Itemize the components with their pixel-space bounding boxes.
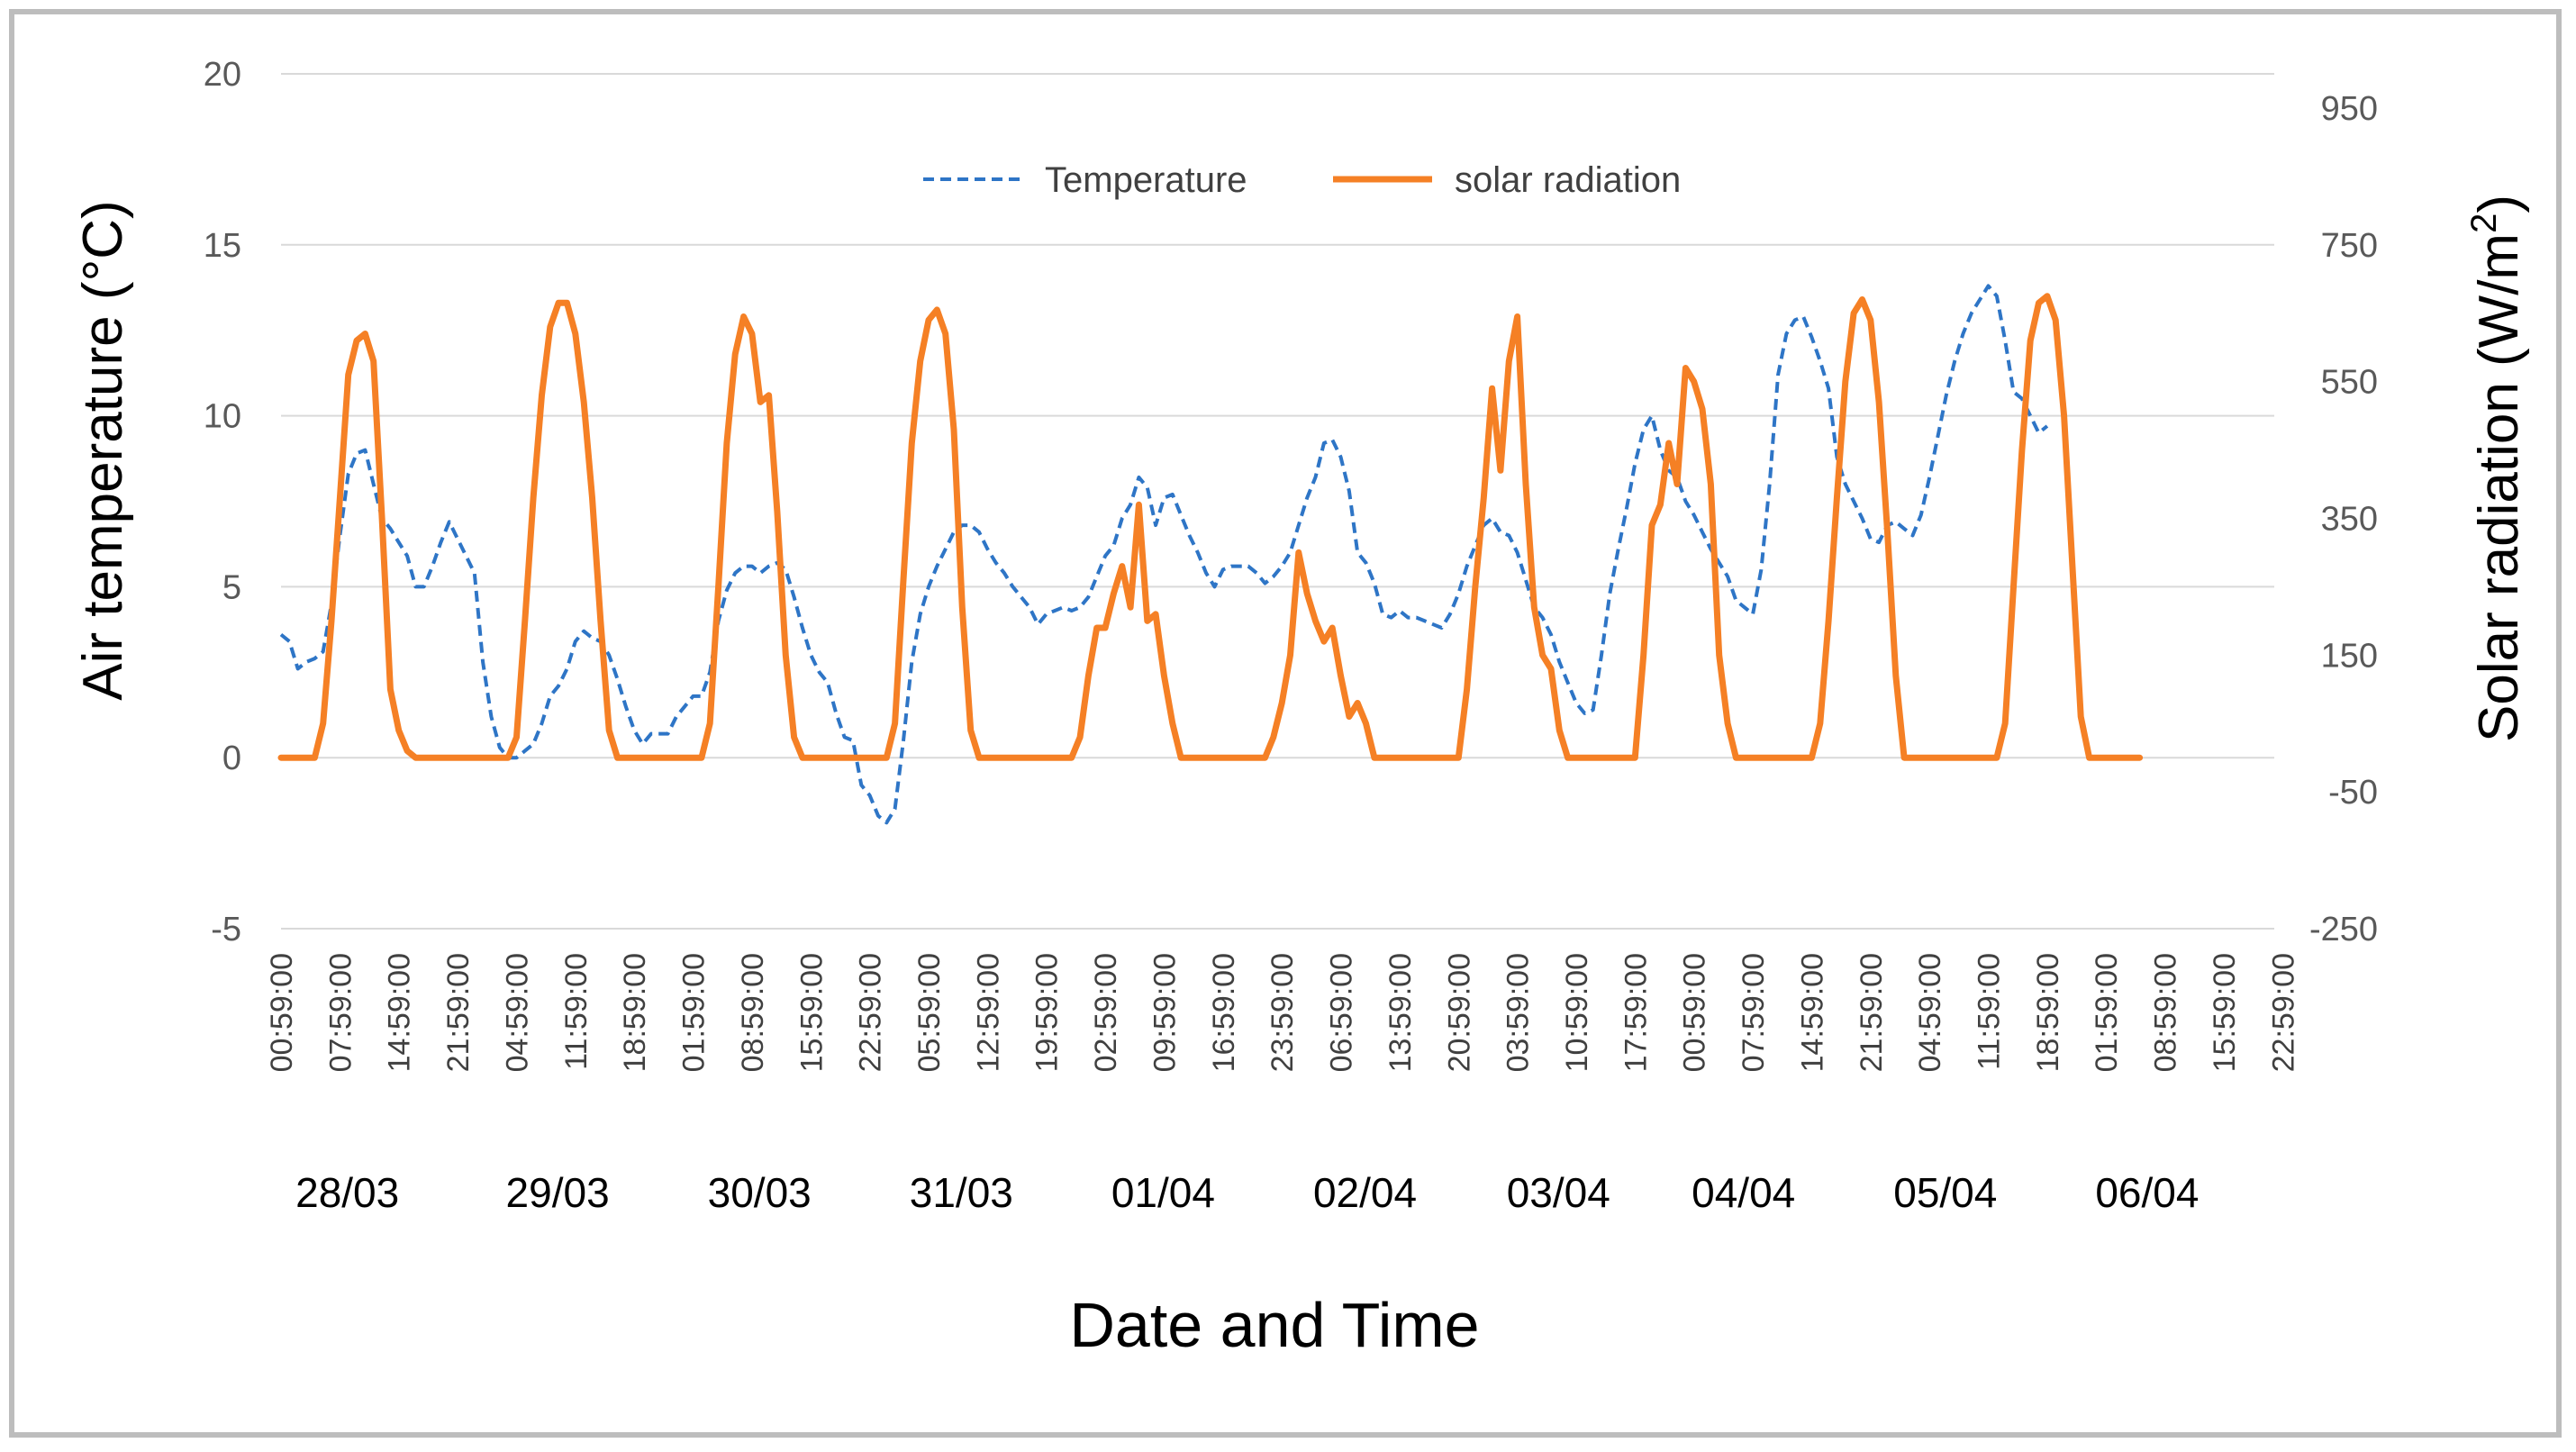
x-tick-label: 23:59:00 [1265,953,1300,1072]
y-right-tick-label: 550 [2321,364,2378,402]
gridlines [281,73,2274,930]
x-tick-label: 00:59:00 [265,953,299,1072]
x-axis-title: Date and Time [1069,1290,1479,1360]
x-tick-label: 13:59:00 [1383,953,1418,1072]
date-labels: 28/03 29/03 30/03 31/03 01/04 02/04 03/04 04/04… [295,1169,2199,1216]
x-tick-label: 07:59:00 [1737,953,1771,1072]
x-tick-label: 08:59:00 [2149,953,2183,1072]
y-left-tick-label: 20 [204,56,241,94]
x-tick-label: 22:59:00 [854,953,888,1072]
date-label: 30/03 [708,1169,812,1216]
legend-solar-label: solar radiation [1455,160,1681,200]
legend: Temperature solar radiation [923,160,1681,200]
y-axis-left-title: Air temperature (°C) [72,200,134,700]
x-tick-label: 14:59:00 [383,953,417,1072]
x-tick-label: 11:59:00 [559,953,594,1070]
legend-temperature-label: Temperature [1045,160,1247,200]
x-tick-label: 17:59:00 [1619,953,1653,1072]
right-axis-ticks: -250 -50 150 350 550 750 950 [2309,90,2378,948]
y-left-tick-label: -5 [211,911,241,948]
y-right-tick-label: 150 [2321,637,2378,675]
x-tick-label: 18:59:00 [2031,953,2065,1072]
x-axis-tick-labels: 00:59:00 07:59:00 14:59:00 21:59:00 04:59:00… [265,953,2300,1072]
x-tick-label: 22:59:00 [2266,953,2300,1072]
x-tick-label: 15:59:00 [794,953,829,1072]
date-label: 05/04 [1893,1169,1997,1216]
y-left-tick-label: 15 [204,227,241,265]
series-layer [277,284,2144,825]
date-label: 31/03 [910,1169,1013,1216]
x-tick-label: 08:59:00 [736,953,770,1072]
y-right-tick-label: 350 [2321,500,2378,538]
x-tick-label: 05:59:00 [912,953,947,1072]
date-label: 03/04 [1507,1169,1610,1216]
series-line-solar-radiation [277,293,2144,761]
x-tick-label: 14:59:00 [1795,953,1829,1072]
date-label: 02/04 [1313,1169,1417,1216]
y-left-tick-label: 5 [222,568,241,606]
x-tick-label: 01:59:00 [2090,953,2124,1072]
x-tick-label: 16:59:00 [1207,953,1241,1072]
x-tick-label: 09:59:00 [1147,953,1182,1072]
x-tick-label: 11:59:00 [1973,953,2007,1070]
x-tick-label: 10:59:00 [1560,953,1594,1072]
y-axis-right-title: Solar radiation (W/m2) [2464,195,2530,742]
series-line-temperature [279,284,2049,825]
date-label: 01/04 [1111,1169,1215,1216]
y-right-tick-label: -250 [2309,911,2378,948]
x-tick-label: 18:59:00 [618,953,652,1072]
y-left-tick-label: 10 [204,398,241,436]
x-tick-label: 21:59:00 [441,953,476,1072]
date-label: 06/04 [2095,1169,2199,1216]
x-tick-label: 04:59:00 [500,953,534,1072]
x-tick-label: 02:59:00 [1089,953,1123,1072]
x-tick-label: 12:59:00 [971,953,1005,1072]
y-right-tick-label: 950 [2321,90,2378,128]
date-label: 04/04 [1692,1169,1795,1216]
y-left-tick-label: 0 [222,740,241,777]
date-label: 28/03 [295,1169,399,1216]
x-tick-label: 03:59:00 [1501,953,1536,1072]
x-tick-label: 19:59:00 [1030,953,1065,1072]
x-tick-label: 06:59:00 [1325,953,1359,1072]
x-tick-label: 00:59:00 [1678,953,1712,1072]
chart-frame [9,9,2562,1438]
y-right-tick-label: 750 [2321,227,2378,265]
x-tick-label: 04:59:00 [1913,953,1947,1072]
y-right-tick-label: -50 [2328,774,2378,812]
x-tick-label: 15:59:00 [2208,953,2242,1072]
x-tick-label: 21:59:00 [1855,953,1889,1072]
left-axis-ticks: -5 0 5 10 15 20 [204,56,241,948]
date-label: 29/03 [506,1169,610,1216]
x-tick-label: 07:59:00 [323,953,358,1072]
x-tick-label: 01:59:00 [677,953,712,1072]
x-tick-label: 20:59:00 [1442,953,1476,1072]
